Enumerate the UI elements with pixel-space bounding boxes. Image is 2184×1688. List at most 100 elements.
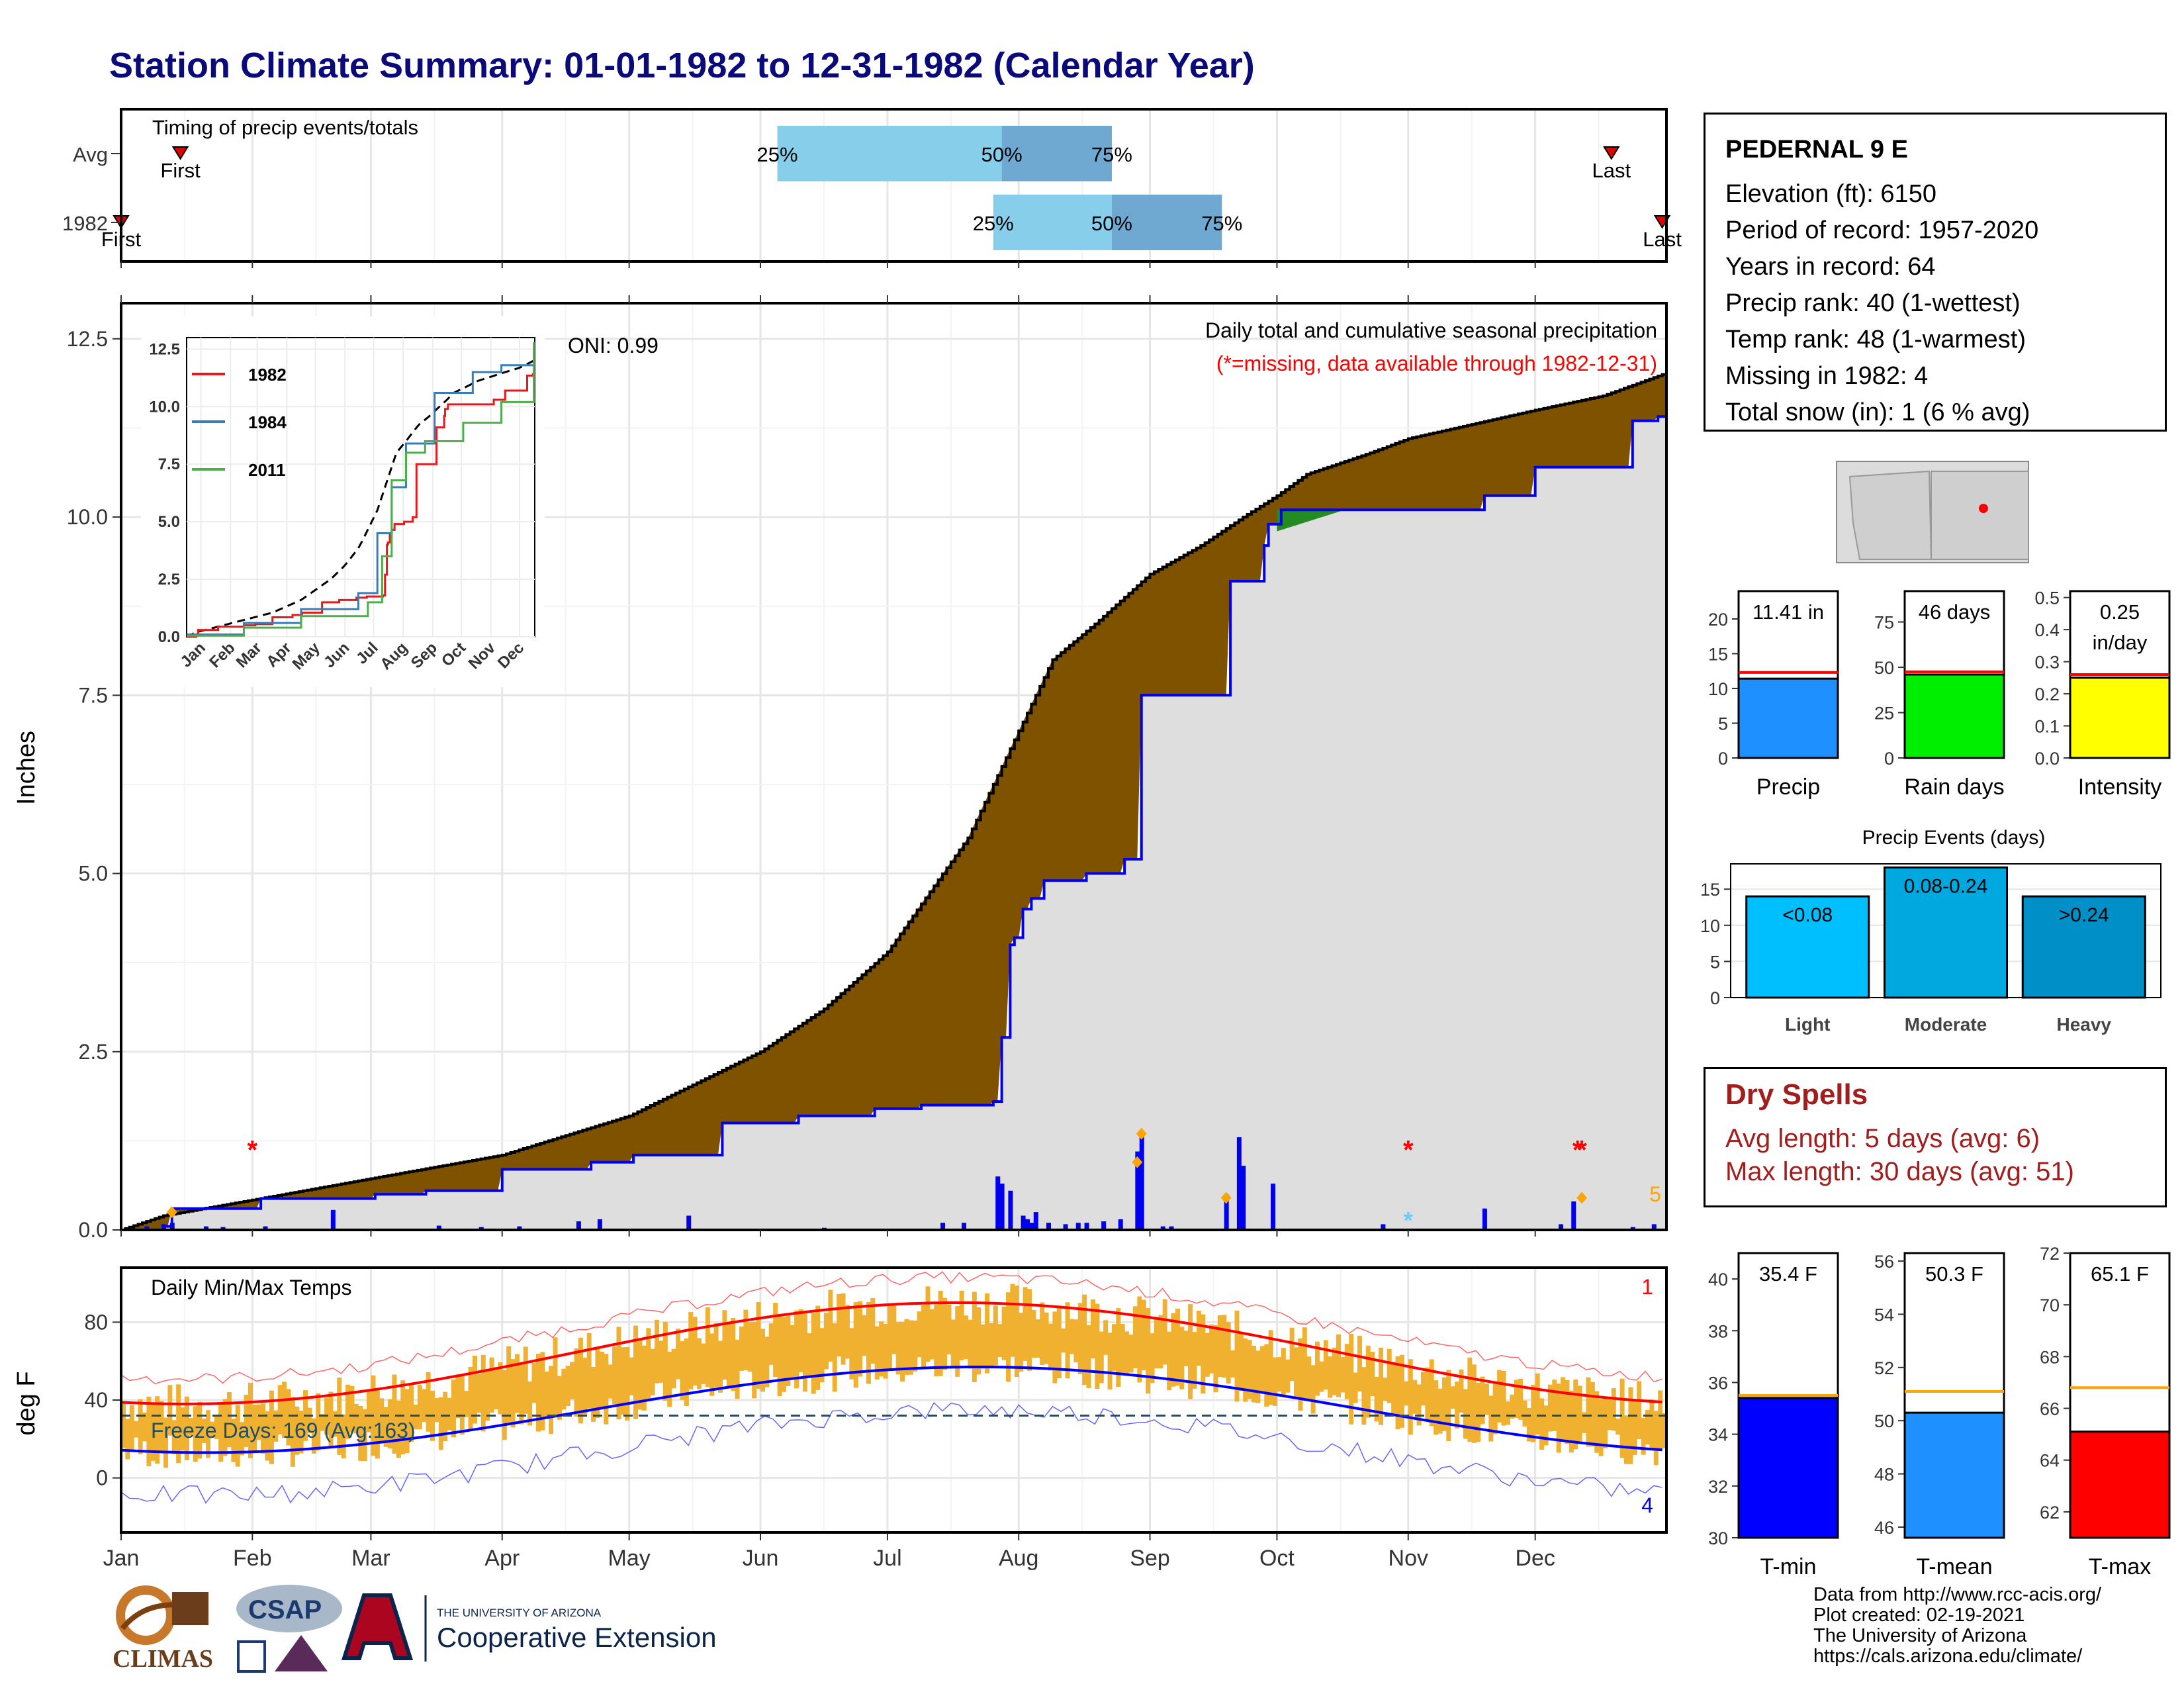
daily-temp-bar [832, 1323, 837, 1392]
tmean-ytick-label: 54 [1874, 1305, 1894, 1325]
avg-max-temp-line [120, 1301, 1662, 1405]
daily-temp-bar [1222, 1315, 1227, 1378]
events-bar-label: <0.08 [1782, 904, 1833, 926]
daily-temp-bar [1238, 1333, 1244, 1391]
ua-logo-line1: THE UNIVERSITY OF ARIZONA [437, 1607, 602, 1619]
daily-temp-bar [709, 1333, 715, 1396]
daily-temp-bar [125, 1419, 130, 1460]
daily-temp-bar [1649, 1399, 1655, 1450]
daily-temp-bar [641, 1345, 647, 1411]
daily-temp-bar [1573, 1379, 1578, 1450]
tmean-ytick-label: 46 [1874, 1518, 1894, 1538]
credit-university: The University of Arizona [1813, 1625, 2027, 1646]
daily-temp-bar [426, 1372, 431, 1432]
tmean-ytick-label: 52 [1874, 1358, 1894, 1378]
precip-caption: Daily total and cumulative seasonal prec… [1205, 318, 1657, 342]
daily-temp-bar [244, 1394, 249, 1447]
daily-temp-bar [570, 1362, 575, 1399]
timing-label-25: 25% [973, 212, 1014, 235]
daily-temp-bar [1116, 1308, 1121, 1387]
daily-temp-bar [942, 1297, 948, 1370]
timing-frame [120, 108, 1668, 263]
daily-temp-bar [1077, 1303, 1083, 1374]
daily-temp-bar [900, 1322, 905, 1382]
record-min-line [120, 1401, 1662, 1504]
rain-days-ytick-label: 75 [1874, 613, 1894, 633]
daily-temp-bar [688, 1312, 694, 1389]
climas-logo-text: CLIMAS [113, 1645, 213, 1673]
tmean-label: T-mean [1916, 1554, 1992, 1579]
daily-temp-bar [502, 1370, 507, 1440]
daily-temp-bar [189, 1418, 194, 1436]
last-marker [1603, 146, 1620, 160]
daily-temp-bar [269, 1390, 274, 1464]
daily-temp-bar [1374, 1377, 1379, 1422]
daily-temp-bar [1167, 1331, 1172, 1391]
daily-temp-bar [925, 1286, 931, 1362]
daily-precip-bar [1033, 1212, 1038, 1230]
daily-temp-bar [794, 1310, 799, 1389]
daily-temp-bar [895, 1321, 901, 1375]
precip-total-bar [1737, 677, 1839, 759]
daily-temp-bar [506, 1346, 512, 1423]
daily-temp-bar [459, 1374, 465, 1435]
precip-deficit-area [121, 374, 1666, 1230]
precip-total-ytick-label: 5 [1718, 714, 1728, 734]
daily-temp-bar [773, 1303, 778, 1378]
dry-spells-avg: Avg length: 5 days (avg: 6) [1725, 1124, 2040, 1153]
rain-days-bar [1903, 673, 2005, 759]
daily-temp-bar [887, 1305, 892, 1369]
rain-days-value: 46 days [1919, 600, 1991, 624]
precip-ytick-label: 5.0 [79, 862, 108, 886]
daily-temp-bar [913, 1320, 918, 1372]
intensity-value-line2: in/day [2093, 631, 2148, 654]
daily-temp-bar [908, 1320, 913, 1375]
daily-precip-bar [940, 1223, 946, 1230]
tmean-ytick-label: 56 [1874, 1252, 1894, 1272]
daily-temp-bar [684, 1338, 689, 1407]
daily-temp-bar [1510, 1394, 1515, 1419]
daily-precip-bar [263, 1226, 268, 1230]
daily-temp-bar [1014, 1286, 1019, 1378]
daily-temp-bar [256, 1404, 261, 1440]
daily-temp-bar [633, 1325, 639, 1419]
precip-ytick-label: 7.5 [79, 683, 108, 707]
csap-logo: CSAP [236, 1585, 342, 1673]
daily-temp-bar [523, 1346, 528, 1414]
daily-temp-bar [1378, 1347, 1383, 1425]
daily-temp-bar [282, 1382, 287, 1438]
daily-temp-bar [938, 1290, 943, 1376]
tmin-label: T-min [1760, 1554, 1817, 1579]
daily-temp-bar [561, 1368, 567, 1410]
daily-temp-bar [180, 1407, 185, 1451]
temps-xtick-label: Aug [999, 1546, 1039, 1571]
timing-title: Timing of precip events/totals [152, 116, 418, 139]
daily-temp-bar [493, 1367, 498, 1409]
precip-corner-count: 5 [1649, 1182, 1661, 1206]
daily-precip-bar [686, 1215, 692, 1230]
daily-temp-bar [1023, 1287, 1028, 1361]
daily-temp-bar [290, 1397, 295, 1467]
daily-temp-bar [1594, 1391, 1600, 1453]
tmin-ytick-label: 38 [1708, 1321, 1728, 1341]
daily-temp-bar [655, 1319, 660, 1383]
daily-precip-bar [1021, 1215, 1026, 1230]
daily-temp-bar [1255, 1350, 1261, 1403]
daily-temp-bar [1099, 1331, 1104, 1383]
daily-temp-bar [1459, 1369, 1464, 1413]
tmin-ytick-label: 32 [1708, 1477, 1728, 1497]
daily-temp-bar [1209, 1324, 1214, 1374]
daily-temp-bar [298, 1411, 304, 1454]
daily-temp-bar [265, 1411, 270, 1461]
daily-precip-bar [597, 1219, 602, 1230]
credits: Data from http://www.rcc-acis.org/ Plot … [1813, 1585, 2101, 1667]
extreme-precip-diamond [166, 1206, 177, 1219]
daily-precip-bar [1008, 1190, 1013, 1230]
precip-total-ytick-label: 20 [1708, 610, 1728, 630]
daily-temp-bar [608, 1364, 613, 1399]
precip-ytick-label: 10.0 [67, 505, 108, 529]
daily-temp-bar [1463, 1389, 1468, 1439]
daily-temp-bar [498, 1362, 503, 1415]
daily-temp-bar [1505, 1401, 1510, 1425]
daily-temp-bar [768, 1323, 774, 1365]
